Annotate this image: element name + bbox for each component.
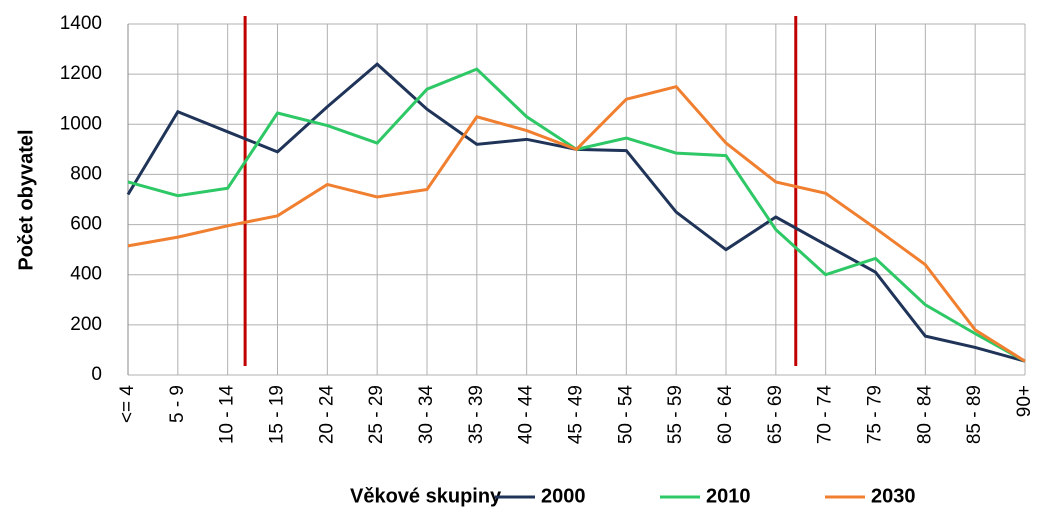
x-tick-label: 75 - 79	[865, 385, 886, 444]
series-line	[127, 85, 1026, 363]
y-tick-label: 400	[70, 264, 102, 285]
legend-label: 2000	[541, 485, 586, 507]
x-tick-label: <= 4	[117, 385, 138, 423]
x-axis-label: Věkové skupiny	[350, 485, 502, 507]
legend-label: 2030	[871, 485, 916, 507]
x-tick-label: 25 - 29	[366, 385, 387, 444]
x-tick-label: 90+	[1014, 385, 1035, 417]
x-tick-label: 15 - 19	[267, 385, 288, 444]
x-tick-label: 35 - 39	[466, 385, 487, 444]
y-axis-label: Počet obyvatel	[15, 129, 37, 270]
x-tick-label: 80 - 84	[914, 385, 935, 445]
y-tick-label: 600	[70, 214, 102, 235]
legend-label: 2010	[706, 485, 751, 507]
x-tick-label: 70 - 74	[815, 385, 836, 445]
y-tick-label: 1400	[60, 13, 102, 34]
x-tick-label: 50 - 54	[615, 385, 636, 445]
x-tick-label: 30 - 34	[416, 385, 437, 445]
x-tick-label: 85 - 89	[964, 385, 985, 444]
x-tick-label: 55 - 59	[665, 385, 686, 444]
x-tick-label: 10 - 14	[217, 385, 238, 445]
x-tick-label: 65 - 69	[765, 385, 786, 444]
y-tick-label: 200	[70, 314, 102, 335]
y-tick-label: 0	[91, 364, 102, 385]
x-tick-label: 45 - 49	[566, 385, 587, 444]
x-tick-label: 60 - 64	[715, 385, 736, 445]
x-tick-label: 20 - 24	[316, 385, 337, 445]
x-tick-label: 40 - 44	[516, 385, 537, 445]
y-tick-label: 800	[70, 163, 102, 184]
y-tick-label: 1200	[60, 63, 102, 84]
y-tick-label: 1000	[60, 113, 102, 134]
x-tick-label: 5 - 9	[167, 385, 188, 423]
